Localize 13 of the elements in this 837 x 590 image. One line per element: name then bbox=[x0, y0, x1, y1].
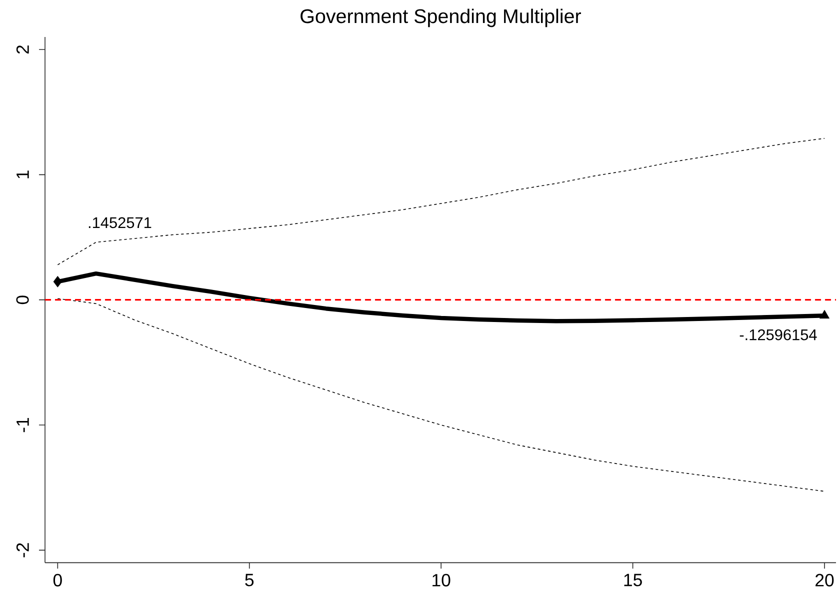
y-tick-label: 2 bbox=[16, 45, 29, 54]
x-tick-label: 10 bbox=[432, 574, 450, 586]
y-tick-label: 1 bbox=[16, 170, 29, 178]
x-tick-label: 15 bbox=[624, 574, 642, 586]
y-tick-label: 0 bbox=[16, 296, 29, 304]
x-tick-label: 20 bbox=[816, 574, 834, 586]
annotation: .1452571 bbox=[88, 217, 152, 228]
annotation: -.12596154 bbox=[740, 329, 817, 340]
x-tick-label: 0 bbox=[53, 574, 62, 586]
x-tick-label: 5 bbox=[245, 574, 254, 586]
chart-title: Government Spending Multiplier bbox=[300, 8, 582, 28]
y-tick-label: -2 bbox=[16, 543, 29, 558]
y-tick-label: -1 bbox=[16, 418, 29, 432]
